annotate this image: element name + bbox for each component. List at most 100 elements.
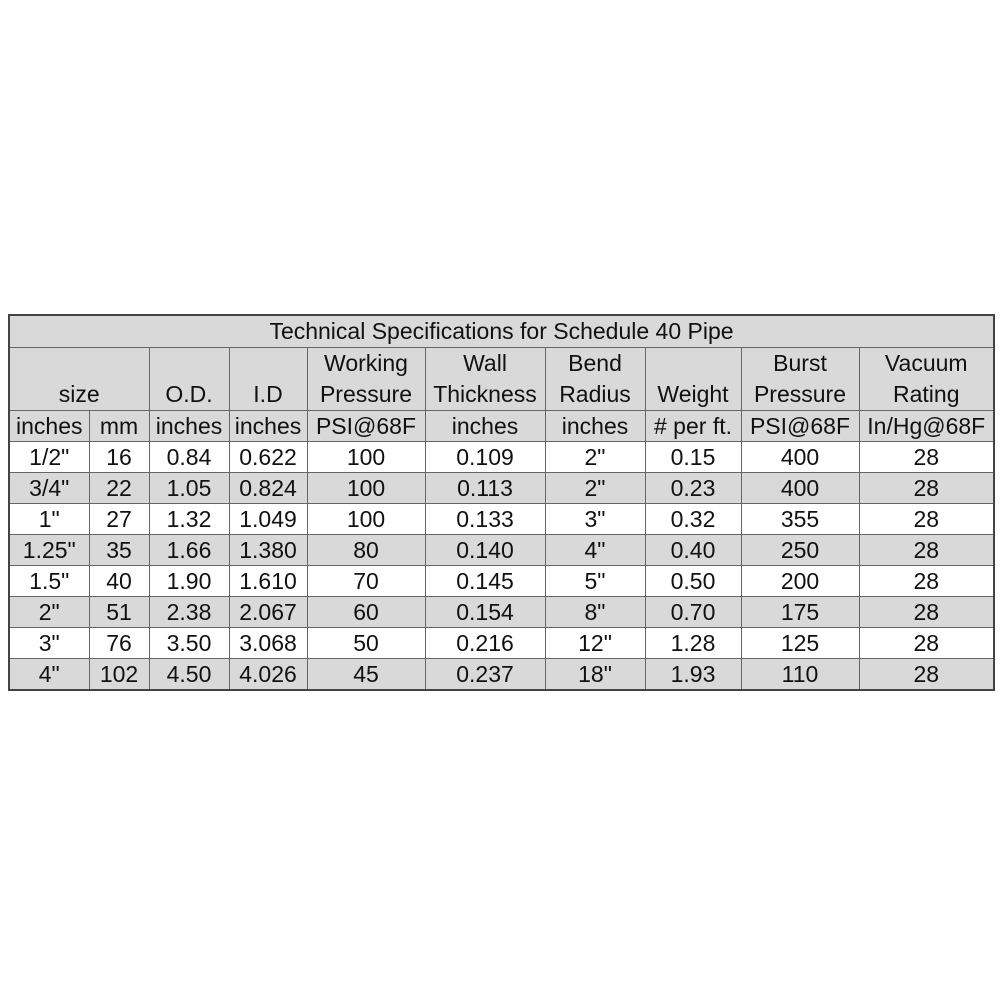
table-cell: 175 [740,596,860,628]
header-working-pressure: Working Pressure [306,347,426,411]
unit-cell: In/Hg@68F [858,410,995,442]
table-cell: 0.40 [644,534,742,566]
table-cell: 0.145 [424,565,546,597]
table-row: 1.5" 40 1.90 1.610 70 0.145 5" 0.50 200 28 [8,565,995,597]
table-cell: 125 [740,627,860,659]
title-row: Technical Specifications for Schedule 40… [8,314,995,348]
table-cell: 3.50 [148,627,230,659]
header-line: Burst [773,350,827,376]
table-cell: 1/2" [8,441,90,473]
table-cell: 1.380 [228,534,308,566]
table-cell: 3" [544,503,646,535]
header-bend-radius: Bend Radius [544,347,646,411]
table-row: 1" 27 1.32 1.049 100 0.133 3" 0.32 355 28 [8,503,995,535]
table-cell: 35 [88,534,150,566]
unit-cell: inches [544,410,646,442]
pipe-spec-table: Technical Specifications for Schedule 40… [8,314,995,691]
table-cell: 400 [740,441,860,473]
table-cell: 200 [740,565,860,597]
header-row: size O.D. I.D Working Pressure Wall Thickn… [8,347,995,411]
table-title: Technical Specifications for Schedule 40… [8,314,995,348]
table-cell: 0.113 [424,472,546,504]
table-cell: 1.049 [228,503,308,535]
table-cell: 1.90 [148,565,230,597]
table-cell: 60 [306,596,426,628]
table-cell: 1.28 [644,627,742,659]
header-line: Vacuum [884,350,968,376]
header-burst-pressure: Burst Pressure [740,347,860,411]
header-line: Rating [893,381,960,407]
unit-cell: PSI@68F [740,410,860,442]
header-wall-thickness: Wall Thickness [424,347,546,411]
table-row: 2" 51 2.38 2.067 60 0.154 8" 0.70 175 28 [8,596,995,628]
table-cell: 28 [858,658,995,691]
table-cell: 0.109 [424,441,546,473]
header-line: Thickness [433,381,537,407]
table-cell: 8" [544,596,646,628]
table-cell: 2.38 [148,596,230,628]
table-cell: 4" [8,658,90,691]
table-row: 1/2" 16 0.84 0.622 100 0.109 2" 0.15 400 28 [8,441,995,473]
unit-cell: # per ft. [644,410,742,442]
table-cell: 28 [858,627,995,659]
table-cell: 2.067 [228,596,308,628]
table-cell: 4" [544,534,646,566]
table-cell: 1.32 [148,503,230,535]
table-cell: 0.15 [644,441,742,473]
table-cell: 1" [8,503,90,535]
table-cell: 0.216 [424,627,546,659]
table-cell: 100 [306,441,426,473]
header-line: Radius [559,381,631,407]
table-cell: 80 [306,534,426,566]
table-cell: 28 [858,441,995,473]
table-cell: 76 [88,627,150,659]
table-cell: 2" [8,596,90,628]
table-cell: 50 [306,627,426,659]
table-cell: 355 [740,503,860,535]
header-vacuum-rating: Vacuum Rating [858,347,995,411]
table-cell: 100 [306,472,426,504]
table-cell: 16 [88,441,150,473]
unit-cell: inches [424,410,546,442]
table-cell: 3" [8,627,90,659]
table-cell: 0.32 [644,503,742,535]
table-cell: 2" [544,441,646,473]
header-line: Working [324,350,408,376]
header-id: I.D [228,347,308,411]
table-cell: 28 [858,596,995,628]
table-cell: 0.140 [424,534,546,566]
table-cell: 1.66 [148,534,230,566]
table-cell: 28 [858,565,995,597]
table-cell: 400 [740,472,860,504]
table-cell: 28 [858,472,995,504]
unit-cell: inches [228,410,308,442]
table-cell: 0.23 [644,472,742,504]
table-cell: 51 [88,596,150,628]
table-cell: 4.026 [228,658,308,691]
table-cell: 0.84 [148,441,230,473]
header-line: Wall [463,350,507,376]
table-cell: 28 [858,503,995,535]
table-cell: 1.610 [228,565,308,597]
table-cell: 0.70 [644,596,742,628]
table-cell: 27 [88,503,150,535]
unit-cell: PSI@68F [306,410,426,442]
table-cell: 4.50 [148,658,230,691]
table-cell: 28 [858,534,995,566]
table-row: 3/4" 22 1.05 0.824 100 0.113 2" 0.23 400 28 [8,472,995,504]
table-row: 1.25" 35 1.66 1.380 80 0.140 4" 0.40 250 28 [8,534,995,566]
table-cell: 1.5" [8,565,90,597]
table-cell: 3.068 [228,627,308,659]
header-line: Bend [568,350,622,376]
unit-cell: inches [8,410,90,442]
table-cell: 45 [306,658,426,691]
table-cell: 1.25" [8,534,90,566]
table-cell: 40 [88,565,150,597]
unit-cell: inches [148,410,230,442]
table-cell: 110 [740,658,860,691]
table-row: 4" 102 4.50 4.026 45 0.237 18" 1.93 110 28 [8,658,995,691]
header-size: size [8,347,150,411]
units-row: inches mm inches inches PSI@68F inches inches #… [8,410,995,442]
unit-cell: mm [88,410,150,442]
table-cell: 1.05 [148,472,230,504]
